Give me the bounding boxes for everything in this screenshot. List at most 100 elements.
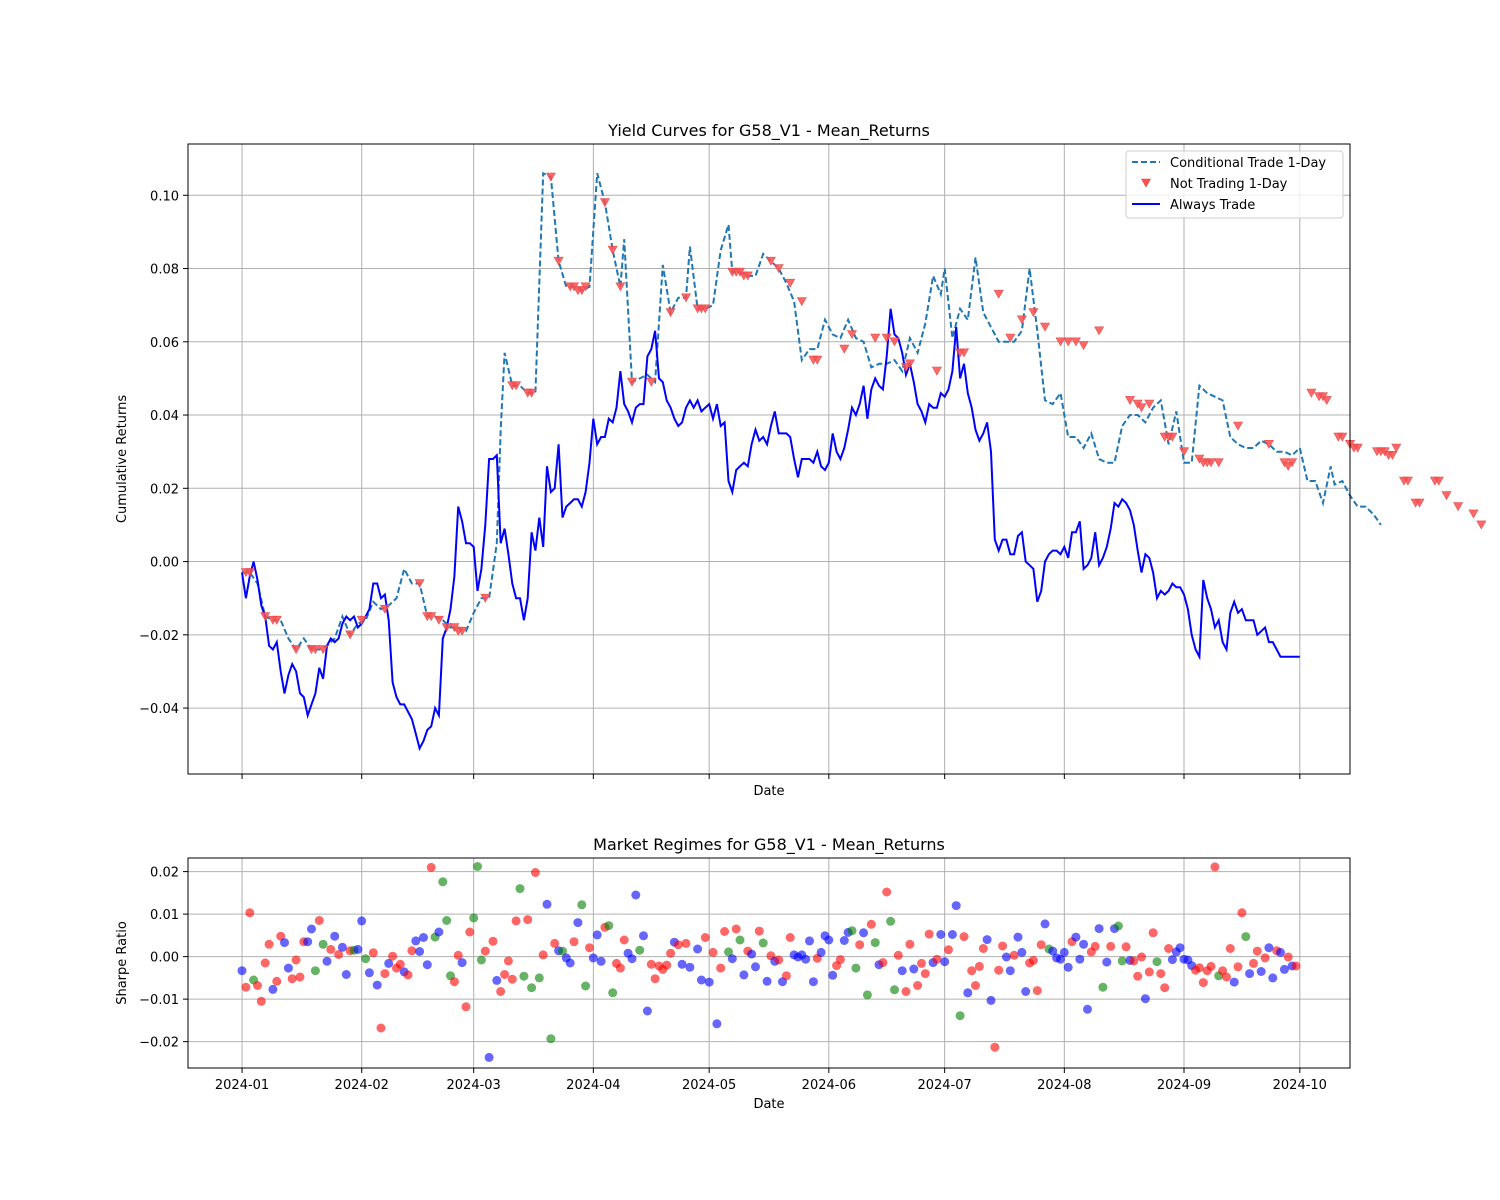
regime-point-green [635, 945, 645, 955]
regime-point-green [735, 935, 745, 945]
regime-point-red [453, 950, 463, 960]
not-trading-marker [1055, 337, 1066, 347]
not-trading-marker [1476, 520, 1487, 530]
regime-point-blue [739, 970, 749, 980]
regime-point-blue [1071, 932, 1081, 942]
regime-point-green [361, 954, 371, 964]
regime-point-blue [457, 958, 467, 968]
regime-point-red [245, 908, 255, 918]
regime-point-blue [1075, 954, 1085, 964]
regime-point-red [974, 961, 984, 971]
top-y-tick-label: −0.02 [139, 629, 179, 644]
regime-point-blue [897, 966, 907, 976]
top-y-tick-label: 0.06 [150, 336, 179, 351]
regime-point-red [295, 972, 305, 982]
not-trading-marker [931, 366, 942, 376]
regime-point-blue [986, 995, 996, 1005]
regime-point-red [465, 927, 475, 937]
regime-point-blue [1102, 957, 1112, 967]
regime-point-red [1222, 972, 1231, 982]
regime-point-red [662, 960, 672, 970]
top-y-ticks: −0.04 −0.02 0.00 0.02 0.04 0.06 0.08 0.10 [139, 189, 188, 717]
regime-point-red [716, 963, 726, 973]
not-trading-marker [812, 355, 823, 365]
not-trading-marker [1453, 502, 1464, 512]
not-trading-marker [318, 645, 329, 655]
regime-point-blue [859, 928, 869, 938]
bottom-y-axis-label: Sharpe Ratio [115, 921, 130, 1005]
not-trading-marker [1232, 421, 1244, 431]
bottom-x-tick-label: 2024-04 [566, 1078, 620, 1093]
bottom-chart-title: Market Regimes for G58_V1 - Mean_Returns [593, 835, 945, 855]
not-trading-marker [414, 579, 425, 589]
bottom-x-tick-label: 2024-09 [1157, 1078, 1211, 1093]
regime-point-red [500, 970, 510, 979]
not-trading-marker [846, 330, 858, 340]
not-trading-marker [1028, 308, 1039, 318]
regime-point-red [978, 944, 988, 953]
regime-point-blue [1048, 946, 1058, 956]
regime-point-blue [596, 956, 606, 966]
bottom-grid [188, 858, 1350, 1068]
regime-point-blue [1279, 964, 1289, 974]
regime-point-blue [419, 933, 428, 942]
not-trading-marker [1352, 443, 1363, 453]
regime-point-blue [353, 944, 363, 954]
regime-point-red [1144, 967, 1154, 977]
regime-point-red [1283, 952, 1293, 962]
regime-point-blue [627, 954, 637, 964]
not-trading-marker [665, 308, 676, 318]
regime-point-red [893, 950, 903, 960]
regime-point-green [438, 877, 448, 887]
regime-point-red [538, 950, 548, 960]
not-trading-marker [1414, 498, 1425, 508]
not-trading-marker [1387, 451, 1398, 460]
regime-point-blue [947, 930, 957, 939]
regime-point-red [650, 974, 660, 984]
not-trading-marker [615, 282, 626, 292]
always-trade-line [241, 308, 1300, 752]
regime-point-green [851, 963, 861, 973]
regime-point-blue [1079, 939, 1089, 949]
regime-point-red [1160, 983, 1170, 993]
legend-not-trading-swatch [1140, 178, 1152, 188]
regime-point-green [442, 916, 452, 925]
regime-point-red [550, 938, 560, 948]
regime-point-blue [693, 944, 703, 954]
regime-point-blue [1167, 955, 1177, 965]
regime-point-red [917, 958, 926, 968]
not-trading-marker [271, 615, 282, 625]
regime-point-red [720, 927, 730, 936]
regime-point-blue [909, 964, 919, 974]
regime-point-red [920, 969, 930, 979]
not-trading-marker [1078, 341, 1089, 351]
regime-point-red [291, 955, 301, 965]
bottom-axes-frame [187, 857, 1351, 1069]
regime-point-red [585, 943, 594, 953]
regime-point-red [511, 916, 521, 926]
not-trading-marker [1213, 458, 1224, 468]
not-trading-marker [553, 256, 564, 266]
regime-point-red [503, 956, 513, 966]
regime-point-green [318, 939, 328, 949]
regime-point-red [1225, 944, 1235, 953]
legend: Conditional Trade 1-Day Not Trading 1-Da… [1125, 150, 1344, 219]
regime-point-blue [1063, 962, 1073, 972]
bottom-y-tick-label: −0.01 [139, 993, 179, 1008]
top-y-tick-label: 0.08 [150, 263, 179, 278]
not-trading-marker [1433, 476, 1444, 486]
regime-point-blue [801, 954, 811, 964]
regime-point-blue [434, 927, 444, 937]
regime-point-red [959, 932, 969, 942]
not-trading-marker [1063, 337, 1074, 347]
not-trading-marker [1402, 476, 1413, 486]
bottom-x-tick-label: 2024-05 [682, 1078, 736, 1093]
regime-point-blue [573, 918, 583, 928]
regime-point-red [967, 966, 977, 976]
regime-point-blue [237, 966, 247, 976]
regime-point-red [673, 940, 683, 950]
regime-point-green [1152, 957, 1162, 967]
regime-point-blue [1059, 947, 1069, 957]
regime-point-red [272, 976, 282, 986]
